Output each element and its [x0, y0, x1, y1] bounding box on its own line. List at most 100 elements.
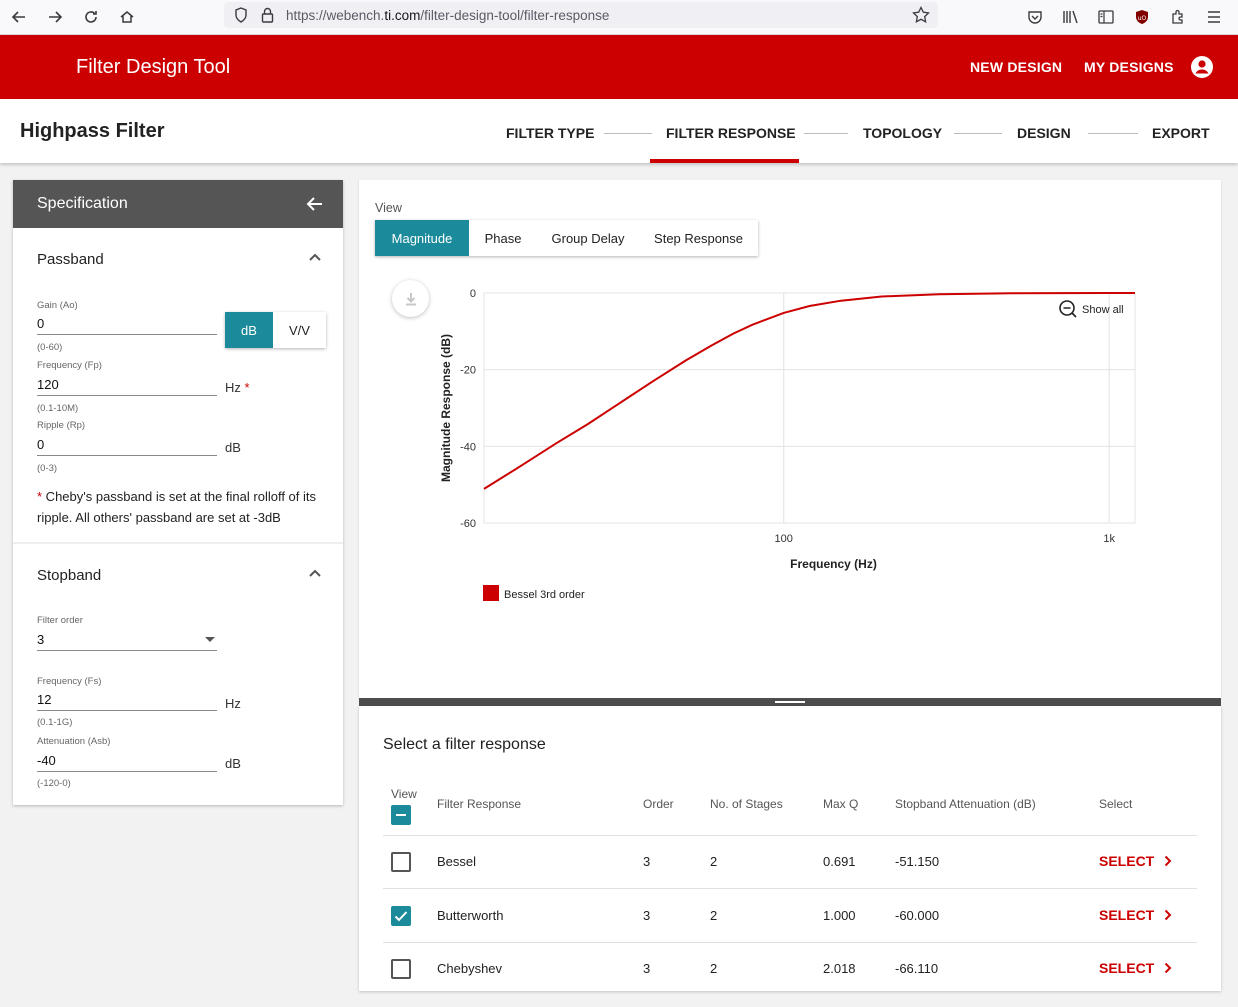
legend-swatch: [483, 585, 499, 601]
filter-order-label: Filter order: [37, 615, 83, 626]
y-tick-label: -60: [460, 518, 476, 530]
filter-order-select[interactable]: 3: [37, 629, 217, 651]
url-bar[interactable]: https://webench.ti.com/filter-design-too…: [224, 2, 938, 28]
checkmark-icon: [394, 911, 408, 922]
chevron-up-icon[interactable]: [307, 568, 323, 578]
y-tick-label: 0: [470, 288, 476, 300]
step-topology[interactable]: TOPOLOGY: [863, 125, 943, 141]
filter-response-table-panel: Select a filter response View Filter Res…: [359, 706, 1221, 991]
passband-frequency-hint: (0.1-10M): [37, 403, 79, 414]
zoom-out-icon: [1063, 307, 1077, 318]
ripple-input[interactable]: [37, 434, 217, 456]
step-connector: [804, 133, 848, 134]
passband-frequency-unit: Hz *: [225, 380, 250, 395]
row-stages: 2: [710, 908, 718, 923]
tab-magnitude[interactable]: Magnitude: [375, 220, 469, 256]
menu-icon[interactable]: [1203, 6, 1225, 28]
x-tick-label: 1k: [1103, 533, 1115, 545]
svg-text:uO: uO: [1138, 15, 1147, 22]
reload-icon[interactable]: [80, 6, 102, 28]
back-icon[interactable]: [8, 6, 30, 28]
row-max-q: 1.000: [823, 908, 856, 923]
bookmark-star-icon[interactable]: [910, 4, 932, 26]
step-export[interactable]: EXPORT: [1152, 125, 1210, 141]
chevron-right-icon: [1165, 855, 1172, 867]
row-max-q: 2.018: [823, 961, 856, 976]
user-account-icon[interactable]: [1190, 55, 1214, 79]
row-checkbox-chebyshev[interactable]: [391, 959, 411, 979]
tab-group-delay[interactable]: Group Delay: [551, 230, 625, 246]
app-title[interactable]: Filter Design Tool: [76, 56, 231, 78]
section-divider: [13, 542, 343, 544]
view-label: View: [375, 201, 402, 215]
panel-resize-handle[interactable]: [359, 698, 1221, 706]
tab-phase[interactable]: Phase: [484, 230, 522, 246]
y-tick-label: -20: [460, 365, 476, 377]
chevron-right-icon: [1165, 962, 1172, 974]
zoom-out-icon: [1059, 300, 1075, 316]
shield-icon[interactable]: [230, 4, 252, 26]
attenuation-input[interactable]: [37, 750, 217, 772]
specification-title: Specification: [37, 195, 128, 212]
collapse-arrow-icon[interactable]: [305, 194, 325, 214]
show-all-label: Show all: [1082, 304, 1124, 316]
passband-frequency-input[interactable]: [37, 374, 217, 396]
header-order: Order: [643, 797, 674, 811]
extensions-icon[interactable]: [1167, 6, 1189, 28]
gain-input[interactable]: [37, 313, 217, 335]
stopband-frequency-input[interactable]: [37, 689, 217, 711]
browser-toolbar: https://webench.ti.com/filter-design-too…: [0, 0, 1238, 35]
ripple-hint: (0-3): [37, 463, 58, 474]
row-stages: 2: [710, 961, 718, 976]
stopband-title[interactable]: Stopband: [37, 567, 102, 584]
row-name: Bessel: [437, 854, 477, 869]
attenuation-label: Attenuation (Asb): [37, 736, 111, 747]
row-checkbox-bessel[interactable]: [391, 852, 411, 872]
tab-step-response[interactable]: Step Response: [654, 230, 743, 246]
chevron-right-icon: [1165, 909, 1172, 921]
plot-area: [483, 292, 1136, 524]
row-attenuation: -66.110: [895, 961, 939, 976]
row-order: 3: [643, 854, 651, 869]
select-button-butterworth[interactable]: SELECT: [1099, 907, 1172, 923]
page-title: Highpass Filter: [20, 120, 165, 142]
vv-toggle-button[interactable]: V/V: [273, 312, 326, 348]
row-divider: [383, 942, 1197, 943]
new-design-link[interactable]: NEW DESIGN: [970, 59, 1063, 75]
gain-unit-toggle: dB V/V: [225, 312, 326, 348]
ublock-extension-icon[interactable]: uO: [1131, 6, 1153, 28]
home-icon[interactable]: [116, 6, 138, 28]
passband-frequency-label: Frequency (Fp): [37, 360, 102, 371]
resize-grip-icon: [775, 701, 805, 703]
select-button-chebyshev[interactable]: SELECT: [1099, 960, 1172, 976]
header-filter-response: Filter Response: [437, 797, 522, 811]
row-checkbox-butterworth[interactable]: [391, 906, 411, 926]
step-design[interactable]: DESIGN: [1017, 125, 1071, 141]
series-line-bessel: [483, 292, 1135, 490]
header-stages: No. of Stages: [710, 797, 783, 811]
my-designs-link[interactable]: MY DESIGNS: [1084, 59, 1174, 75]
row-attenuation: -60.000: [895, 908, 940, 923]
download-icon: [405, 292, 416, 305]
step-filter-response[interactable]: FILTER RESPONSE: [666, 125, 796, 141]
sidebar-icon[interactable]: [1095, 6, 1117, 28]
download-button[interactable]: [392, 280, 429, 317]
legend-label: Bessel 3rd order: [504, 589, 585, 601]
attenuation-unit: dB: [225, 756, 241, 771]
steps-bar: Highpass Filter FILTER TYPE FILTER RESPO…: [0, 99, 1238, 163]
pocket-icon[interactable]: [1024, 6, 1046, 28]
step-filter-type[interactable]: FILTER TYPE: [506, 125, 595, 141]
lock-icon[interactable]: [256, 4, 278, 26]
passband-title[interactable]: Passband: [37, 251, 104, 268]
y-tick-label: -40: [460, 441, 476, 453]
chevron-up-icon[interactable]: [307, 252, 323, 262]
select-all-checkbox[interactable]: [391, 805, 411, 825]
forward-icon[interactable]: [44, 6, 66, 28]
select-button-bessel[interactable]: SELECT: [1099, 853, 1172, 869]
show-all-button[interactable]: Show all: [1059, 300, 1124, 318]
db-toggle-button[interactable]: dB: [225, 312, 273, 348]
active-step-indicator: [650, 159, 799, 163]
gain-label: Gain (Ao): [37, 300, 78, 311]
library-icon[interactable]: [1060, 6, 1082, 28]
x-axis-label: Frequency (Hz): [790, 557, 877, 571]
